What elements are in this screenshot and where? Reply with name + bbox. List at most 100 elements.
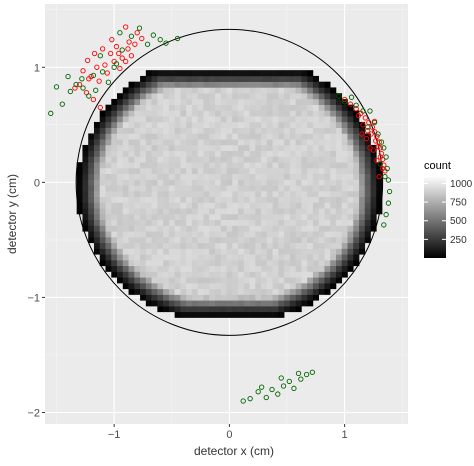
heatmap-cell (145, 162, 152, 169)
heatmap-cell (295, 225, 302, 232)
heatmap-cell (330, 150, 337, 157)
heatmap-cell (335, 196, 343, 203)
heatmap-cell (243, 162, 250, 169)
scatter-point (117, 30, 123, 36)
heatmap-cell (134, 288, 141, 295)
heatmap-cell (140, 139, 147, 146)
heatmap-cell (335, 265, 343, 272)
heatmap-cell (312, 260, 319, 267)
heatmap-cell (93, 185, 101, 192)
heatmap-cell (284, 127, 291, 134)
heatmap-cell (341, 208, 348, 215)
heatmap-cell (347, 208, 354, 215)
legend-tick-label: 750 (450, 198, 467, 209)
heatmap-cell (364, 162, 371, 169)
heatmap-cell (151, 190, 158, 198)
heatmap-cell (197, 81, 204, 88)
heatmap-cell (93, 173, 101, 180)
heatmap-cell (255, 283, 262, 290)
heatmap-cell (243, 214, 250, 221)
heatmap-cell (128, 93, 135, 100)
heatmap-cell (168, 156, 175, 163)
heatmap-cell (145, 202, 152, 209)
heatmap-cell (209, 231, 216, 238)
heatmap-cell (301, 271, 308, 278)
heatmap-cell (249, 87, 256, 94)
heatmap-cell (238, 311, 245, 318)
heatmap-cell (289, 98, 296, 105)
heatmap-cell (180, 260, 187, 267)
heatmap-cell (330, 167, 337, 175)
heatmap-cell (122, 127, 129, 134)
heatmap-cell (174, 150, 181, 157)
heatmap-cell (145, 248, 152, 255)
heatmap-cell (191, 127, 198, 134)
heatmap-cell (295, 70, 302, 77)
heatmap-cell (122, 277, 129, 284)
heatmap-cell (249, 93, 256, 100)
heatmap-cell (318, 254, 325, 261)
heatmap-cell (197, 87, 204, 94)
heatmap-cell (312, 288, 319, 295)
heatmap-cell (364, 202, 371, 209)
heatmap-cell (359, 248, 366, 255)
heatmap-cell (128, 242, 135, 249)
heatmap-cell (335, 116, 343, 123)
heatmap-cell (151, 98, 158, 105)
heatmap-cell (307, 271, 314, 278)
heatmap-cell (266, 104, 273, 111)
heatmap-cell (140, 133, 147, 140)
heatmap-cell (261, 179, 268, 186)
heatmap-cell (226, 277, 233, 284)
heatmap-cell (174, 237, 181, 244)
heatmap-cell (249, 208, 256, 215)
heatmap-cell (232, 208, 239, 215)
heatmap-cell (197, 104, 204, 111)
heatmap-cell (295, 254, 302, 261)
heatmap-cell (324, 260, 331, 267)
heatmap-cell (243, 254, 250, 261)
scatter-point (102, 62, 108, 68)
heatmap-cell (180, 196, 187, 203)
heatmap-cell (238, 110, 245, 117)
heatmap-cell (163, 179, 170, 186)
heatmap-cell (191, 87, 198, 94)
heatmap-cell (105, 167, 112, 175)
heatmap-cell (301, 208, 308, 215)
heatmap-cell (307, 156, 314, 163)
heatmap-cell (324, 116, 331, 123)
heatmap-cell (111, 196, 118, 203)
heatmap-cell (232, 70, 239, 77)
heatmap-cell (163, 300, 170, 307)
scatter-point (383, 211, 389, 218)
heatmap-cell (364, 167, 371, 175)
scatter-point (291, 385, 297, 391)
heatmap-cell (261, 306, 268, 313)
heatmap-cell (307, 127, 314, 134)
heatmap-cell (324, 265, 331, 272)
heatmap-cell (145, 110, 152, 117)
heatmap-cell (341, 173, 348, 180)
heatmap-cell (168, 260, 175, 267)
heatmap-cell (214, 225, 222, 232)
heatmap-cell (128, 81, 135, 88)
heatmap-cell (272, 150, 279, 157)
heatmap-cell (220, 133, 227, 140)
heatmap-cell (174, 98, 181, 105)
heatmap-cell (117, 248, 124, 255)
heatmap-cell (261, 254, 268, 261)
heatmap-cell (214, 214, 222, 221)
heatmap-cell (312, 133, 319, 140)
heatmap-cell (255, 225, 262, 232)
heatmap-cell (347, 254, 354, 261)
heatmap-cell (140, 162, 147, 169)
heatmap-cell (284, 254, 291, 261)
heatmap-cell (140, 242, 147, 249)
y-tick-label: −1 (27, 292, 40, 304)
heatmap-cell (88, 185, 95, 192)
heatmap-cell (174, 70, 181, 77)
heatmap-cell (122, 196, 129, 203)
heatmap-cell (272, 248, 279, 255)
heatmap-cell (272, 300, 279, 307)
heatmap-cell (99, 127, 106, 134)
